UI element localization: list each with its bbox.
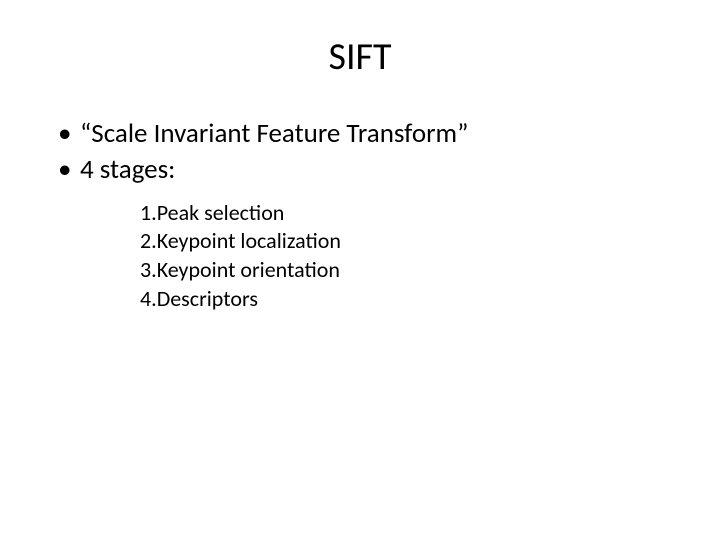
bullet-item: 4 stages: — [58, 152, 680, 188]
bullet-item: “Scale Invariant Feature Transform” — [58, 116, 680, 152]
stages-list: 1.Peak selection 2.Keypoint localization… — [40, 199, 680, 313]
stage-item: 3.Keypoint orientation — [140, 256, 680, 285]
main-bullet-list: “Scale Invariant Feature Transform” 4 st… — [40, 116, 680, 189]
slide-container: SIFT “Scale Invariant Feature Transform”… — [0, 0, 720, 540]
slide-title: SIFT — [40, 34, 680, 80]
stage-item: 1.Peak selection — [140, 199, 680, 228]
stage-item: 4.Descriptors — [140, 285, 680, 314]
stage-item: 2.Keypoint localization — [140, 227, 680, 256]
